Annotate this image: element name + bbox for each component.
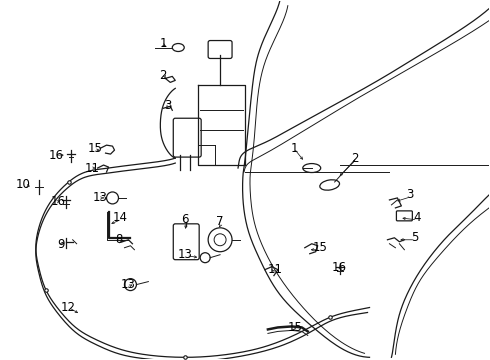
Text: 7: 7 <box>217 215 224 228</box>
Text: 4: 4 <box>414 211 421 224</box>
Text: 16: 16 <box>48 149 63 162</box>
Text: 6: 6 <box>181 213 189 226</box>
Text: 14: 14 <box>113 211 128 224</box>
Text: 10: 10 <box>15 179 30 192</box>
Text: 2: 2 <box>160 69 167 82</box>
Text: 1: 1 <box>291 141 298 155</box>
Text: 15: 15 <box>312 241 327 254</box>
Text: 13: 13 <box>178 248 193 261</box>
Text: 9: 9 <box>57 238 65 251</box>
Text: 8: 8 <box>115 233 122 246</box>
Text: 15: 15 <box>88 141 103 155</box>
Text: 13: 13 <box>93 192 108 204</box>
Text: 11: 11 <box>85 162 100 175</box>
Text: 1: 1 <box>160 37 167 50</box>
Text: 16: 16 <box>50 195 65 208</box>
Text: 3: 3 <box>165 99 172 112</box>
Text: 12: 12 <box>60 301 75 314</box>
Text: 5: 5 <box>411 231 418 244</box>
Text: 16: 16 <box>332 261 347 274</box>
Text: 3: 3 <box>406 188 413 202</box>
Text: 15: 15 <box>287 321 302 334</box>
Text: 11: 11 <box>268 263 282 276</box>
Text: 13: 13 <box>121 278 136 291</box>
Text: 2: 2 <box>351 152 358 165</box>
